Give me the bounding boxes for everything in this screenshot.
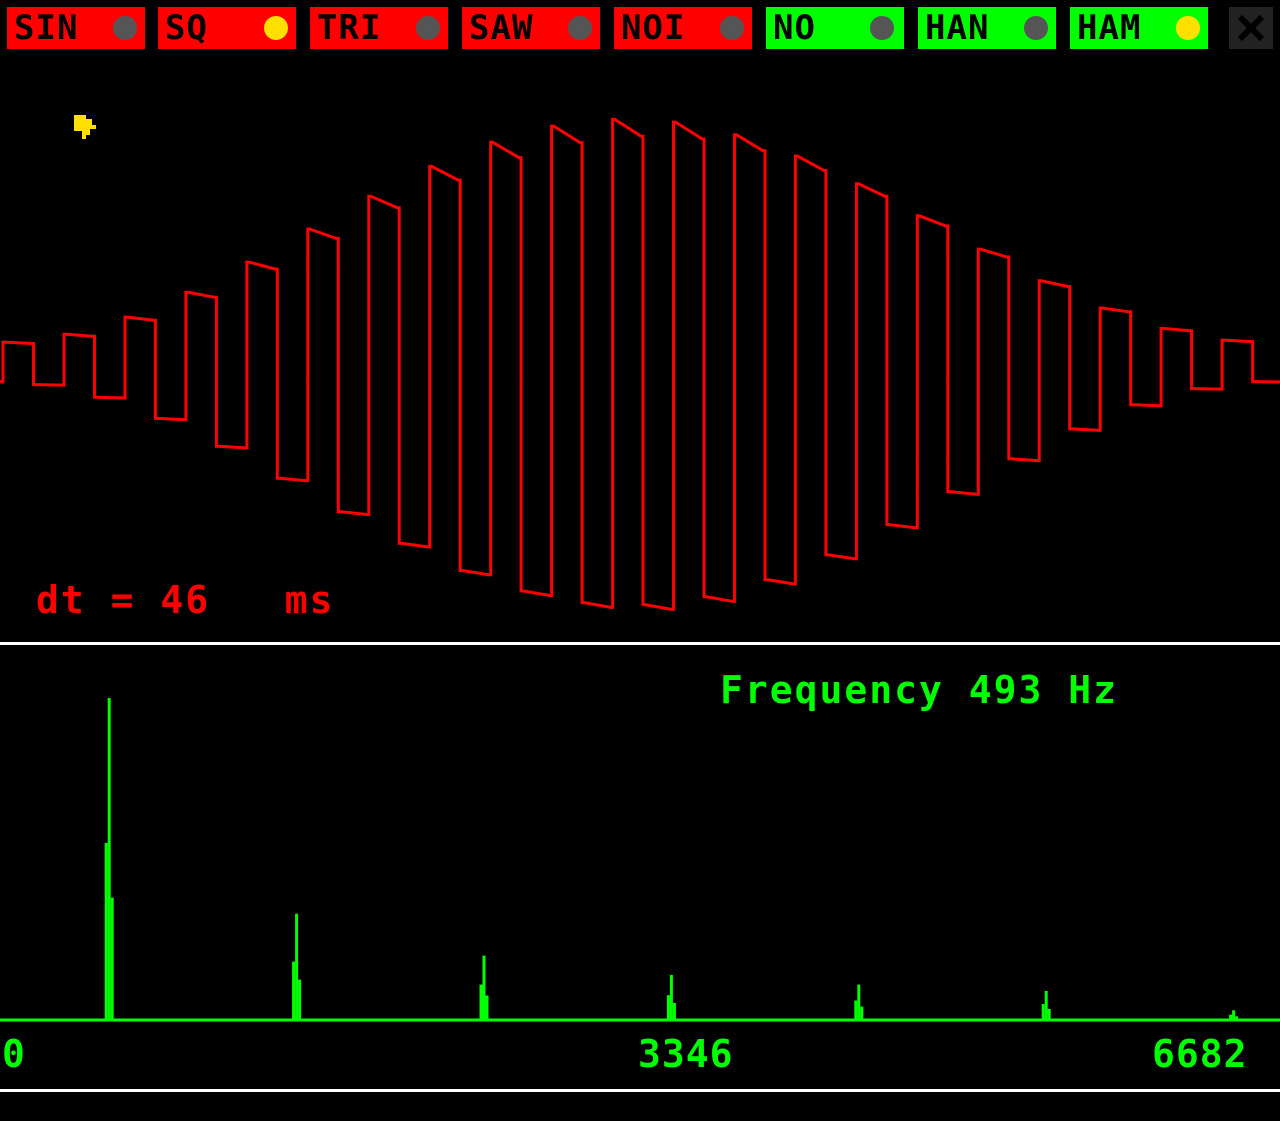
spectrum-peak-6-1 bbox=[1232, 1010, 1236, 1020]
hanning-indicator-icon bbox=[1024, 16, 1048, 40]
frequency-readout: Frequency 493 Hz bbox=[720, 668, 1119, 712]
hamming-button-label: HAM bbox=[1077, 8, 1142, 48]
tri-button-label: TRI bbox=[317, 8, 382, 48]
sq-button[interactable]: SQ bbox=[158, 7, 296, 49]
spectrum-peak-4-0 bbox=[854, 1000, 858, 1020]
spectrum-peak-1-2 bbox=[298, 979, 302, 1020]
sin-button[interactable]: SIN bbox=[7, 7, 145, 49]
spectrum-peak-6-2 bbox=[1235, 1016, 1239, 1020]
spectrum-peak-2-1 bbox=[482, 955, 486, 1020]
close-button[interactable] bbox=[1229, 7, 1273, 49]
saw-indicator-icon bbox=[568, 16, 592, 40]
hanning-button-label: HAN bbox=[925, 8, 990, 48]
spectrum-peak-3-2 bbox=[672, 1002, 676, 1020]
spectrum-peak-5-1 bbox=[1044, 991, 1048, 1020]
hanning-button[interactable]: HAN bbox=[918, 7, 1056, 49]
sin-indicator-icon bbox=[113, 16, 137, 40]
spectrum-peak-1-0 bbox=[292, 961, 296, 1020]
sq-button-label: SQ bbox=[165, 8, 208, 48]
axis-min-label: 0 bbox=[2, 1032, 26, 1076]
divider-bottom bbox=[0, 1089, 1280, 1092]
dt-readout: dt = 46 ms bbox=[36, 578, 335, 622]
no-window-indicator-icon bbox=[870, 16, 894, 40]
axis-max-label: 6682 bbox=[1152, 1032, 1248, 1076]
noi-button-label: NOI bbox=[621, 8, 686, 48]
spectrum-peak-1-1 bbox=[295, 913, 299, 1020]
saw-button[interactable]: SAW bbox=[462, 7, 600, 49]
spectrum-peak-0-0 bbox=[104, 842, 108, 1020]
saw-button-label: SAW bbox=[469, 8, 534, 48]
spectrum-peak-3-1 bbox=[669, 974, 673, 1020]
no-window-button-label: NO bbox=[773, 8, 816, 48]
waveform-trace bbox=[0, 117, 1280, 611]
sin-button-label: SIN bbox=[14, 8, 79, 48]
divider-top bbox=[0, 642, 1280, 645]
close-icon bbox=[1237, 14, 1265, 42]
no-window-button[interactable]: NO bbox=[766, 7, 904, 49]
spectrum-peak-5-2 bbox=[1047, 1009, 1051, 1020]
noi-button[interactable]: NOI bbox=[614, 7, 752, 49]
spectrum-peak-3-0 bbox=[666, 995, 670, 1020]
toolbar: SIN SQ TRI SAW NOI NO HAN HAM bbox=[0, 0, 1280, 56]
spectrum-plot bbox=[0, 698, 1280, 1022]
pointer-cursor-icon bbox=[74, 115, 96, 139]
spectrum-peak-4-1 bbox=[857, 984, 861, 1020]
hamming-button[interactable]: HAM bbox=[1070, 7, 1208, 49]
tri-button[interactable]: TRI bbox=[310, 7, 448, 49]
spectrum-peak-4-2 bbox=[860, 1006, 864, 1020]
hamming-indicator-icon bbox=[1176, 16, 1200, 40]
spectrum-peak-0-1 bbox=[107, 698, 111, 1020]
spectrum-peak-2-2 bbox=[485, 995, 489, 1020]
waveform-scope bbox=[0, 117, 1280, 611]
spectrum-peak-6-0 bbox=[1229, 1014, 1233, 1020]
tri-indicator-icon bbox=[416, 16, 440, 40]
spectrum-peak-5-0 bbox=[1041, 1004, 1045, 1020]
axis-mid-label: 3346 bbox=[638, 1032, 734, 1076]
spectrum-peak-2-0 bbox=[479, 984, 483, 1020]
spectrum-bars bbox=[104, 698, 1239, 1020]
sq-indicator-icon bbox=[264, 16, 288, 40]
spectrum-peak-0-2 bbox=[110, 897, 114, 1020]
noi-indicator-icon bbox=[720, 16, 744, 40]
